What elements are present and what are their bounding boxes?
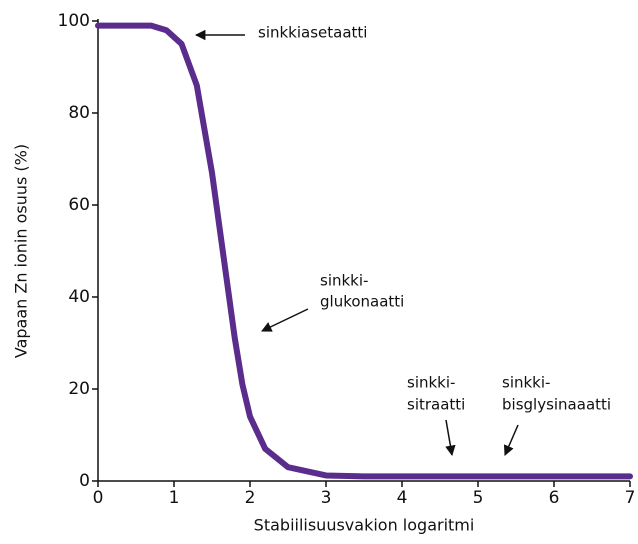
x-tick-label: 0 [93, 488, 104, 508]
arrow [445, 419, 456, 457]
y-tick-label: 80 [68, 103, 90, 123]
x-tick-label: 6 [549, 488, 560, 508]
annotation: glukonaatti [320, 293, 404, 311]
y-tick-label: 20 [68, 379, 90, 399]
annotation: sitraatti [407, 396, 465, 414]
x-tick-label: 4 [397, 488, 408, 508]
x-tick-label: 5 [473, 488, 484, 508]
x-tick-label: 3 [321, 488, 332, 508]
data-line [95, 22, 633, 480]
x-tick-label: 2 [245, 488, 256, 508]
annotation: sinkkiasetaatti [258, 24, 367, 42]
arrow [261, 308, 309, 332]
annotation: sinkki- [502, 374, 550, 392]
y-tick-label: 100 [58, 11, 90, 31]
arrow [503, 424, 519, 456]
annotation: bisglysinaaatti [502, 396, 611, 414]
y-tick-label: 0 [79, 471, 90, 491]
y-tick-label: 40 [68, 287, 90, 307]
x-tick-label: 7 [625, 488, 636, 508]
annotation: sinkki- [407, 374, 455, 392]
x-axis-label: Stabiilisuusvakion logaritmi [254, 516, 475, 535]
y-axis-label: Vapaan Zn ionin osuus (%) [12, 144, 31, 358]
annotation: sinkki- [320, 272, 368, 290]
y-tick-label: 60 [68, 195, 90, 215]
x-tick-label: 1 [169, 488, 180, 508]
